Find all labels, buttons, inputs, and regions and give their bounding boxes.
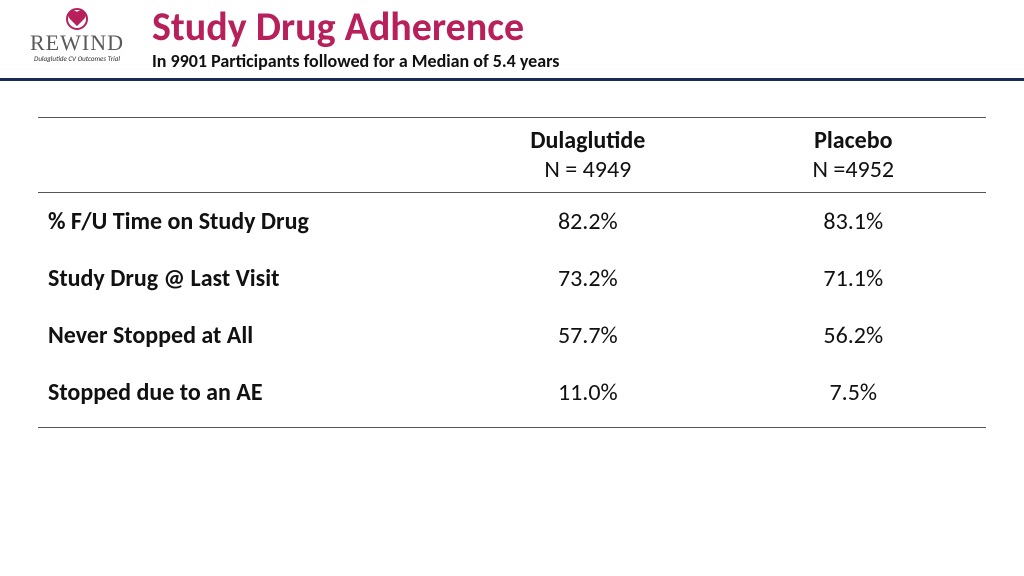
cell: 82.2% <box>455 193 720 251</box>
row-label: Stopped due to an AE <box>38 364 455 428</box>
logo-tagline: Dulaglutide CV Outcomes Trial <box>18 55 136 63</box>
cell: 57.7% <box>455 307 720 364</box>
cell: 7.5% <box>721 364 986 428</box>
col-header-placebo: Placebo N =4952 <box>721 118 986 193</box>
page-title: Study Drug Adherence <box>152 6 559 48</box>
col-name: Placebo <box>731 126 976 155</box>
cell: 83.1% <box>721 193 986 251</box>
col-sub: N =4952 <box>731 155 976 184</box>
row-label: Never Stopped at All <box>38 307 455 364</box>
adherence-table: Dulaglutide N = 4949 Placebo N =4952 % F… <box>0 117 1024 428</box>
logo-name: REWIND <box>18 32 136 54</box>
row-label: % F/U Time on Study Drug <box>38 193 455 251</box>
table-row: Stopped due to an AE 11.0% 7.5% <box>38 364 986 428</box>
row-label: Study Drug @ Last Visit <box>38 250 455 307</box>
table-row: % F/U Time on Study Drug 82.2% 83.1% <box>38 193 986 251</box>
cell: 56.2% <box>721 307 986 364</box>
header: REWIND Dulaglutide CV Outcomes Trial Stu… <box>0 0 1024 81</box>
col-header-dulaglutide: Dulaglutide N = 4949 <box>455 118 720 193</box>
col-sub: N = 4949 <box>465 155 710 184</box>
title-block: Study Drug Adherence In 9901 Participant… <box>152 6 559 78</box>
table-corner <box>38 118 455 193</box>
table-row: Study Drug @ Last Visit 73.2% 71.1% <box>38 250 986 307</box>
cell: 71.1% <box>721 250 986 307</box>
page-subtitle: In 9901 Participants followed for a Medi… <box>152 50 559 72</box>
col-name: Dulaglutide <box>465 126 710 155</box>
table-row: Never Stopped at All 57.7% 56.2% <box>38 307 986 364</box>
logo: REWIND Dulaglutide CV Outcomes Trial <box>18 8 136 63</box>
cell: 11.0% <box>455 364 720 428</box>
cell: 73.2% <box>455 250 720 307</box>
heart-circle-icon <box>66 8 88 30</box>
